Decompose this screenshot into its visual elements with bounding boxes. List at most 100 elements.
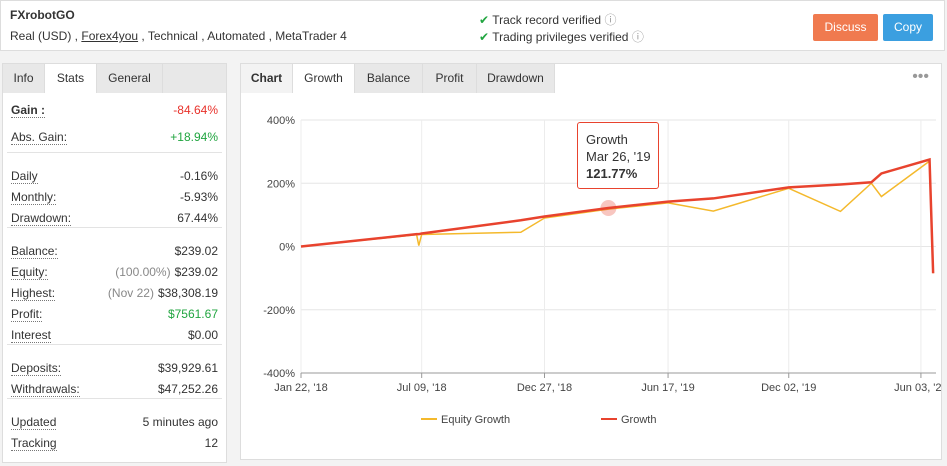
stat-row: Highest: (Nov 22) $38,308.19	[11, 283, 218, 303]
x-tick-label: Jun 17, '19	[641, 382, 694, 394]
stat-row: Drawdown: 67.44%	[11, 208, 218, 228]
broker-link[interactable]: Forex4you	[81, 29, 139, 43]
verified: ✔ Track record verified ⓘ	[479, 13, 617, 27]
title: FXrobotGO	[10, 8, 75, 22]
x-tick-label: Jun 03, '20	[894, 382, 941, 394]
stat-value-text: $0.00	[187, 328, 218, 342]
stat-label: Deposits:	[11, 361, 62, 376]
tab[interactable]: Stats	[45, 64, 97, 93]
stat-value-text: +18.94%	[170, 130, 218, 144]
stat-label: Withdrawals:	[11, 382, 80, 397]
stat-value-text: $38,308.19	[157, 286, 218, 300]
stat-row: Tracking 12	[11, 433, 218, 453]
separator	[7, 152, 222, 153]
stat-value: (100.00%) $239.02	[115, 262, 218, 282]
stat-label: Equity:	[11, 265, 48, 280]
stat-value: 5 minutes ago	[143, 412, 218, 432]
legend-label: Equity Growth	[441, 414, 510, 426]
x-tick-label: Jan 22, '18	[274, 382, 327, 394]
tooltip-title: Growth	[586, 132, 628, 147]
legend-label: Growth	[621, 414, 656, 426]
y-tick-label: -400%	[263, 368, 295, 380]
stat-value: $47,252.26	[158, 379, 218, 399]
stat-value-text: -0.16%	[179, 169, 218, 183]
stat-value-text: $39,929.61	[157, 361, 218, 375]
stat-label: Interest	[11, 328, 52, 343]
stat-value: -0.16%	[180, 166, 218, 186]
stat-row: Deposits: $39,929.61	[11, 358, 218, 378]
x-tick-label: Dec 27, '18	[517, 382, 572, 394]
tab-fill	[163, 64, 226, 93]
details: , Technical , Automated , MetaTrader 4	[141, 29, 347, 43]
series-line	[300, 159, 934, 274]
stat-value: $39,929.61	[158, 358, 218, 378]
stat-row: Withdrawals: $47,252.26	[11, 379, 218, 399]
tab[interactable]: Growth	[293, 64, 355, 93]
tab[interactable]: Profit	[423, 64, 477, 93]
subtitle: Real (USD) , Forex4you , Technical , Aut…	[10, 29, 347, 43]
stat-label: Balance:	[11, 244, 58, 259]
stat-value-text: $47,252.26	[157, 382, 218, 396]
stat-value-text: $239.02	[174, 265, 218, 279]
stat-label: Gain :	[11, 103, 46, 118]
stat-value: 12	[205, 433, 218, 453]
stat-label: Monthly:	[11, 190, 57, 205]
separator	[7, 344, 222, 345]
chart-label: Chart	[241, 64, 293, 93]
tab[interactable]: Drawdown	[477, 64, 555, 93]
stat-label: Drawdown:	[11, 211, 72, 226]
stat-row: Gain : -84.64%	[11, 100, 218, 120]
verified-text: Track record verified	[492, 13, 602, 27]
y-tick-label: 0%	[279, 242, 295, 254]
stat-value-text: -5.93%	[179, 190, 218, 204]
tab[interactable]: Info	[3, 64, 45, 93]
tab[interactable]: General	[97, 64, 163, 93]
stat-value: 67.44%	[177, 208, 218, 228]
copy-button[interactable]: Copy	[883, 14, 933, 41]
stat-label: Profit:	[11, 307, 43, 322]
stat-label: Daily	[11, 169, 38, 184]
stat-value: -84.64%	[173, 100, 218, 120]
stat-value-text: 67.44%	[177, 211, 218, 225]
discuss-button[interactable]: Discuss	[813, 14, 878, 41]
stat-row: Balance: $239.02	[11, 241, 218, 261]
menu[interactable]: •••	[912, 68, 929, 85]
stat-row: Interest $0.00	[11, 325, 218, 345]
stat-value: $239.02	[175, 241, 218, 261]
separator	[7, 227, 222, 228]
x-tick-label: Jul 09, '18	[397, 382, 447, 394]
stat-label: Tracking	[11, 436, 57, 451]
stat-row: Equity: (100.00%) $239.02	[11, 262, 218, 282]
chart-panel: ••• -400% -200% 0% 200% 400% Jan 22, '18 Jul 0…	[240, 63, 942, 460]
separator	[7, 398, 222, 399]
stat-value-text: 5 minutes ago	[142, 415, 218, 429]
stat-note: (100.00%)	[115, 265, 171, 279]
stat-value: (Nov 22) $38,308.19	[108, 283, 218, 303]
stat-value-text: $7561.67	[167, 307, 218, 321]
hover-point	[600, 199, 617, 216]
stat-label: Updated	[11, 415, 57, 430]
tab[interactable]: Balance	[355, 64, 423, 93]
stat-value: $0.00	[188, 325, 218, 345]
stat-label: Abs. Gain:	[11, 130, 68, 145]
tooltip-date: Mar 26, '19	[586, 149, 651, 164]
stat-value: -5.93%	[180, 187, 218, 207]
stat-row: Updated 5 minutes ago	[11, 412, 218, 432]
y-tick-label: 200%	[267, 178, 295, 190]
series-line	[300, 157, 935, 274]
stat-note: (Nov 22)	[107, 286, 154, 300]
chart: -400% -200% 0% 200% 400% Jan 22, '18 Jul 09, '…	[263, 115, 941, 426]
header: FXrobotGO Real (USD) , Forex4you , Techn…	[0, 0, 945, 51]
verified: ✔ Trading privileges verified ⓘ	[479, 30, 644, 44]
stat-value: $7561.67	[168, 304, 218, 324]
stat-value: +18.94%	[170, 127, 218, 147]
stat-row: Profit: $7561.67	[11, 304, 218, 324]
stat-label: Highest:	[11, 286, 56, 301]
account: Real (USD) ,	[10, 29, 79, 43]
stat-row: Monthly: -5.93%	[11, 187, 218, 207]
tooltip: Growth Mar 26, '19 121.77%	[577, 122, 659, 189]
verified-text: Trading privileges verified	[492, 30, 629, 44]
y-tick-label: -200%	[263, 305, 295, 317]
y-tick-label: 400%	[267, 115, 295, 127]
